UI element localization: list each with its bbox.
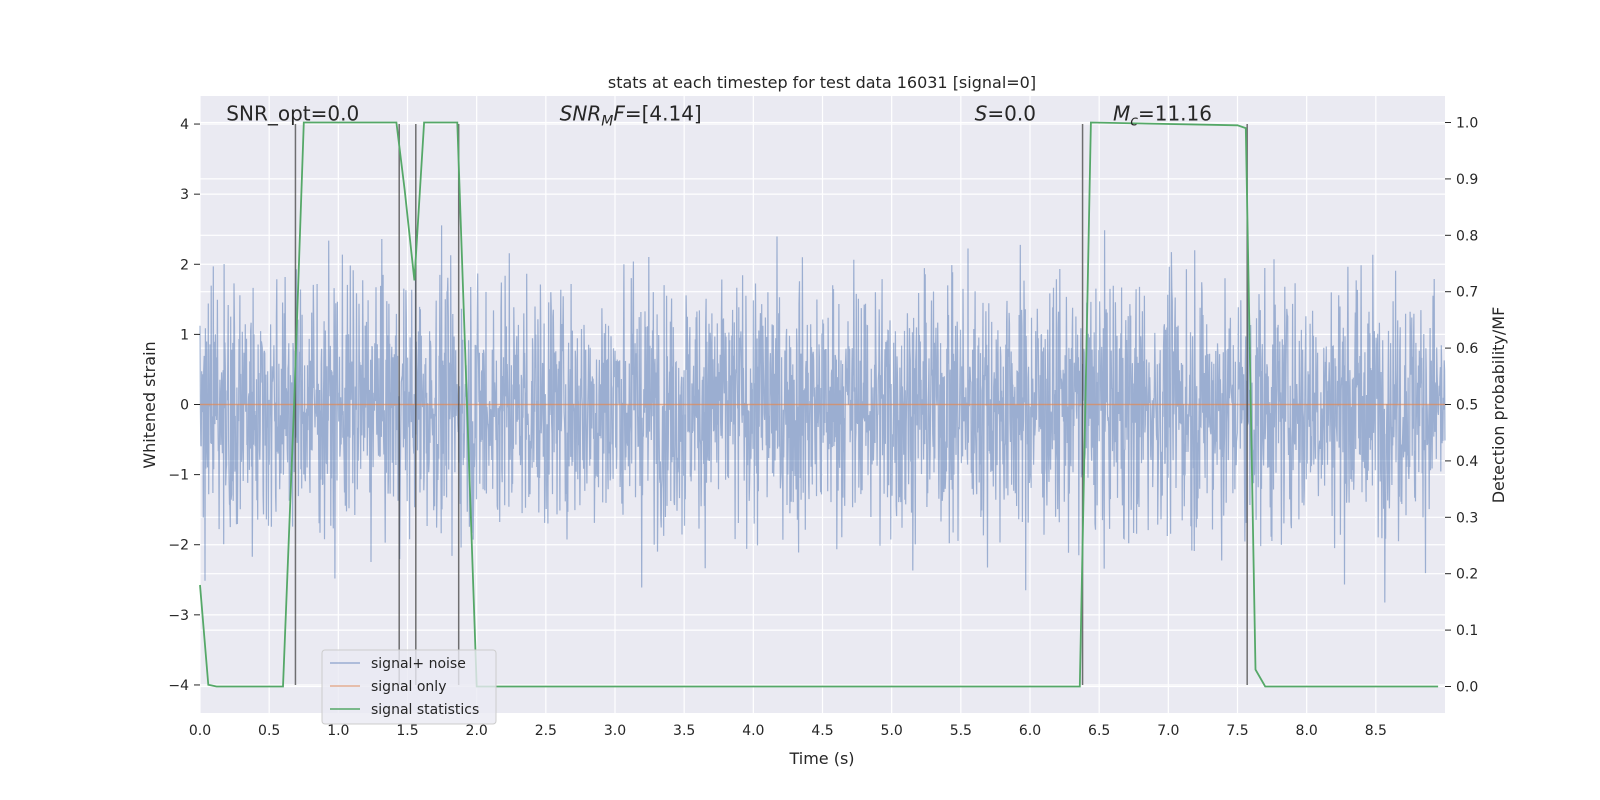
y2-axis-label: Detection probability/MF [1489,307,1508,504]
x-tick-label-1: 0.5 [258,723,280,739]
x-axis-label: Time (s) [788,749,854,768]
x-tick-label-0: 0.0 [189,723,211,739]
y-tick-label-1: −3 [168,608,189,624]
y2-tick-label-8: 0.8 [1456,228,1478,244]
x-tick-label-13: 6.5 [1088,723,1110,739]
noise-trace [199,225,1446,603]
y2-tick-label-9: 0.9 [1456,172,1478,188]
y-tick-label-5: 1 [180,327,189,343]
y-tick-label-2: −2 [168,538,189,554]
legend-label-signal-only: signal only [371,679,446,695]
annotation-1: SNRMF=[4.14] [560,102,702,130]
y2-tick-label-3: 0.3 [1456,510,1478,526]
y2-tick-label-2: 0.2 [1456,567,1478,583]
y2-tick-label-6: 0.6 [1456,341,1478,357]
x-tick-label-11: 5.5 [950,723,972,739]
y2-tick-label-5: 0.5 [1456,398,1478,414]
legend: signal+ noise signal only signal statist… [321,649,497,725]
annotations: SNR_opt=0.0 SNRMF=[4.14] S=0.0 Mc=11.16 [226,102,1212,130]
y-tick-label-3: −1 [168,468,189,484]
y-tick-label-7: 3 [180,187,189,203]
x-tick-label-15: 7.5 [1226,723,1248,739]
y-tick-label-6: 2 [180,257,189,273]
legend-label-signal-statistics: signal statistics [371,702,479,718]
legend-label-signal-plus-noise: signal+ noise [371,656,466,672]
y2-tick-label-0: 0.0 [1456,679,1478,695]
x-tick-label-10: 5.0 [881,723,903,739]
chart-title: stats at each timestep for test data 160… [608,73,1036,92]
y-tick-label-0: −4 [168,678,189,694]
x-tick-label-2: 1.0 [327,723,349,739]
y-tick-label-8: 4 [180,117,189,133]
y2-axis-ticks: 0.0 0.1 0.2 0.3 0.4 0.5 0.6 0.7 0.8 0.9 1.0 [1445,116,1478,695]
x-tick-label-9: 4.5 [811,723,833,739]
y-axis-ticks: −4 −3 −2 −1 0 1 2 3 4 [168,117,200,694]
x-tick-label-12: 6.0 [1019,723,1041,739]
x-tick-label-7: 3.5 [673,723,695,739]
x-tick-label-8: 4.0 [742,723,764,739]
x-tick-label-4: 2.0 [466,723,488,739]
x-tick-label-17: 8.5 [1365,723,1387,739]
signal-statistics-line [199,121,1439,688]
y2-tick-label-10: 1.0 [1456,116,1478,132]
vertical-markers [294,124,1248,685]
y-tick-label-4: 0 [180,398,189,414]
y2-tick-label-1: 0.1 [1456,623,1478,639]
x-axis-ticks: 0.0 0.5 1.0 1.5 2.0 2.5 3.0 3.5 4.0 4.5 5.0 5.5 6.0 6… [189,723,1387,739]
annotation-0: SNR_opt=0.0 [226,102,359,126]
y2-tick-label-7: 0.7 [1456,285,1478,301]
x-tick-label-6: 3.0 [604,723,626,739]
x-tick-label-14: 7.0 [1157,723,1179,739]
annotation-3: Mc=11.16 [1113,102,1212,130]
x-tick-label-3: 1.5 [396,723,418,739]
x-tick-label-5: 2.5 [535,723,557,739]
series-signal-plus-noise [199,225,1446,603]
y-axis-label: Whitened strain [140,341,159,468]
y2-tick-label-4: 0.4 [1456,454,1478,470]
legend-box [321,649,497,725]
annotation-2: S=0.0 [975,102,1036,126]
x-tick-label-16: 8.0 [1296,723,1318,739]
